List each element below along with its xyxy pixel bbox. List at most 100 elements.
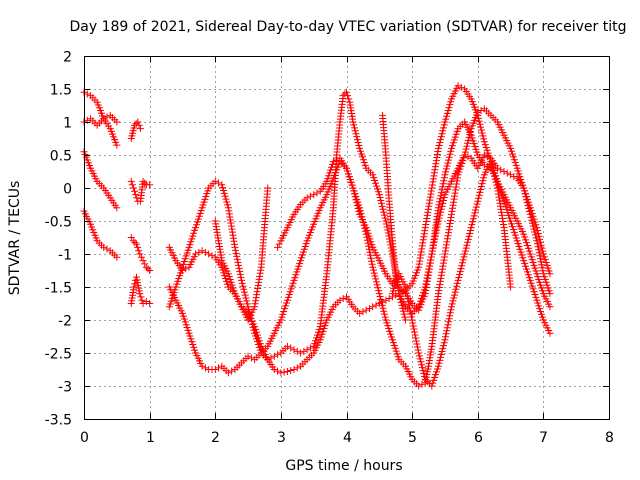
data-point bbox=[113, 118, 121, 126]
data-point bbox=[539, 267, 547, 275]
data-point bbox=[438, 348, 446, 356]
data-point bbox=[232, 246, 240, 254]
data-point bbox=[412, 334, 420, 342]
data-point bbox=[421, 224, 429, 232]
data-point bbox=[344, 92, 352, 100]
data-point bbox=[449, 297, 457, 305]
data-point bbox=[270, 366, 278, 373]
data-point bbox=[205, 250, 213, 258]
data-point bbox=[418, 364, 426, 372]
data-point bbox=[255, 278, 263, 286]
series-12 bbox=[211, 82, 554, 377]
data-point bbox=[238, 276, 245, 284]
data-point bbox=[353, 199, 361, 207]
data-point bbox=[461, 151, 469, 159]
data-point bbox=[350, 121, 358, 129]
data-point bbox=[437, 133, 445, 141]
data-point bbox=[426, 259, 434, 267]
data-point bbox=[487, 158, 495, 166]
data-point bbox=[464, 136, 472, 144]
data-point bbox=[408, 316, 416, 324]
data-point bbox=[457, 265, 465, 273]
data-point bbox=[439, 196, 447, 204]
data-point bbox=[439, 259, 447, 267]
data-point bbox=[446, 220, 454, 228]
data-point bbox=[493, 164, 501, 172]
data-point bbox=[267, 354, 275, 362]
data-point bbox=[237, 273, 245, 281]
data-point bbox=[404, 295, 412, 303]
data-point bbox=[419, 239, 427, 247]
data-point bbox=[422, 221, 430, 229]
data-point bbox=[405, 301, 413, 309]
data-point bbox=[243, 300, 251, 308]
data-point bbox=[440, 121, 448, 129]
data-point bbox=[137, 253, 145, 261]
data-point bbox=[144, 265, 152, 273]
data-point bbox=[353, 136, 361, 144]
data-point bbox=[439, 124, 447, 132]
data-point bbox=[385, 295, 393, 303]
series-3 bbox=[80, 148, 121, 212]
data-point bbox=[492, 178, 500, 186]
data-point bbox=[365, 242, 373, 250]
data-point bbox=[403, 292, 411, 300]
data-point bbox=[351, 127, 359, 135]
data-point bbox=[343, 88, 350, 96]
data-point bbox=[229, 231, 237, 239]
data-point bbox=[329, 158, 337, 166]
data-point bbox=[539, 247, 547, 255]
data-point bbox=[507, 283, 515, 291]
data-point bbox=[448, 300, 456, 308]
data-point bbox=[423, 214, 431, 222]
data-point bbox=[133, 240, 140, 248]
data-point bbox=[490, 169, 498, 177]
data-point bbox=[453, 279, 461, 287]
data-point bbox=[146, 300, 154, 307]
data-point bbox=[306, 192, 314, 200]
data-point bbox=[431, 235, 439, 243]
data-point bbox=[432, 229, 440, 237]
data-point bbox=[491, 172, 499, 180]
data-point bbox=[293, 364, 301, 372]
data-point bbox=[380, 211, 388, 219]
grid-layer bbox=[84, 56, 609, 419]
data-point bbox=[306, 344, 314, 352]
data-point bbox=[240, 285, 248, 293]
data-point bbox=[436, 139, 444, 147]
data-point bbox=[436, 356, 444, 364]
data-point bbox=[208, 252, 216, 260]
series-7 bbox=[127, 234, 154, 274]
data-point bbox=[453, 180, 461, 188]
data-point bbox=[239, 282, 247, 290]
data-point bbox=[445, 156, 453, 164]
data-point bbox=[491, 175, 499, 183]
data-point bbox=[231, 243, 239, 251]
data-point bbox=[530, 225, 538, 233]
data-point bbox=[537, 241, 545, 249]
data-point bbox=[424, 268, 432, 276]
data-point bbox=[238, 279, 246, 287]
data-point bbox=[494, 187, 502, 195]
data-point bbox=[355, 207, 363, 215]
data-point bbox=[445, 226, 453, 234]
data-point bbox=[437, 274, 445, 282]
data-point bbox=[402, 286, 410, 294]
data-point bbox=[128, 181, 136, 189]
data-point bbox=[478, 129, 486, 137]
data-point bbox=[310, 191, 318, 199]
data-point bbox=[446, 312, 454, 320]
data-point bbox=[420, 230, 428, 238]
data-point bbox=[439, 127, 447, 135]
data-point bbox=[450, 291, 458, 299]
data-point bbox=[370, 269, 378, 277]
data-point bbox=[127, 177, 135, 185]
data-point bbox=[430, 241, 438, 249]
data-layer bbox=[80, 82, 554, 390]
y-tick-label: 2 bbox=[63, 50, 72, 66]
data-point bbox=[130, 283, 138, 291]
data-point bbox=[422, 277, 430, 285]
series-2 bbox=[80, 111, 121, 129]
data-point bbox=[493, 184, 501, 192]
data-point bbox=[444, 229, 452, 237]
